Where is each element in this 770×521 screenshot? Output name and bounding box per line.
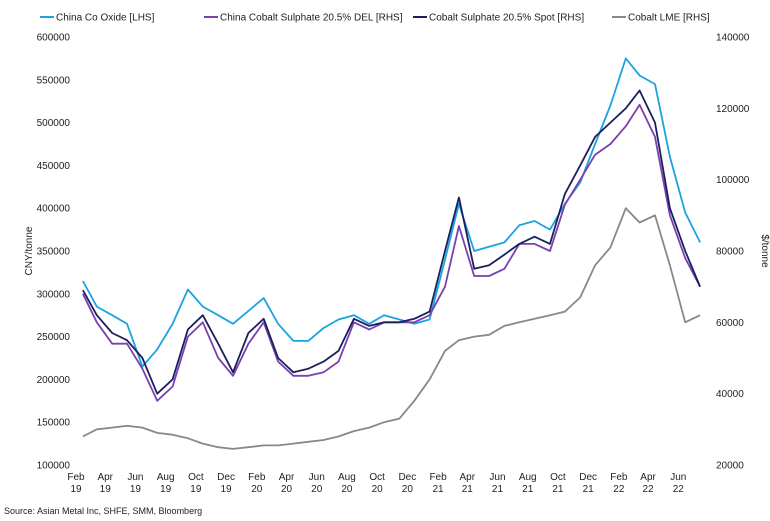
series-line-1 [82,103,701,402]
y-left-tick-label: 500000 [37,118,71,129]
x-tick-month: Apr [640,472,656,483]
x-tick-month: Oct [188,472,204,483]
x-tick-month: Feb [248,472,266,483]
y-right-tick-label: 100000 [716,175,750,186]
x-tick-month: Aug [157,472,175,483]
x-tick-month: Feb [610,472,628,483]
x-tick-year: 21 [583,484,595,495]
x-tick-year: 21 [462,484,474,495]
x-tick-year: 19 [130,484,142,495]
y-right-tick-label: 20000 [716,461,744,472]
legend-label-2: Cobalt Sulphate 20.5% Spot [RHS] [429,13,584,24]
source-note: Source: Asian Metal Inc, SHFE, SMM, Bloo… [4,506,203,516]
y-right-axis-title: $/tonne [759,234,770,268]
x-tick-year: 19 [70,484,82,495]
x-tick-year: 20 [281,484,293,495]
y-left-tick-label: 450000 [37,161,71,172]
x-tick-month: Dec [579,472,597,483]
y-left-tick-label: 300000 [37,289,71,300]
x-tick-year: 20 [311,484,323,495]
y-right-tick-label: 120000 [716,104,750,115]
x-tick-year: 22 [643,484,655,495]
y-left-tick-label: 550000 [37,75,71,86]
y-right-tick-label: 140000 [716,33,750,44]
x-tick-month: Oct [369,472,385,483]
y-left-tick-label: 200000 [37,375,71,386]
x-tick-month: Aug [338,472,356,483]
y-left-tick-label: 600000 [37,33,71,44]
x-tick-month: Oct [550,472,566,483]
y-left-tick-label: 150000 [37,418,71,429]
x-tick-year: 21 [492,484,504,495]
x-tick-month: Jun [309,472,325,483]
x-tick-year: 22 [613,484,625,495]
x-tick-month: Jun [670,472,686,483]
x-tick-year: 21 [552,484,564,495]
x-tick-month: Aug [519,472,537,483]
x-tick-month: Jun [127,472,143,483]
y-left-tick-label: 100000 [37,461,71,472]
x-tick-year: 19 [160,484,172,495]
legend-label-3: Cobalt LME [RHS] [628,13,710,24]
legend-label-1: China Cobalt Sulphate 20.5% DEL [RHS] [220,13,403,24]
x-tick-year: 19 [190,484,202,495]
x-tick-year: 20 [372,484,384,495]
series-line-0 [82,57,701,368]
y-left-tick-label: 350000 [37,247,71,258]
x-tick-year: 21 [433,484,445,495]
x-tick-month: Feb [67,472,85,483]
y-right-tick-label: 80000 [716,247,744,258]
y-left-tick-label: 250000 [37,332,71,343]
x-tick-year: 22 [673,484,685,495]
x-tick-month: Feb [429,472,447,483]
y-right-tick-label: 40000 [716,389,744,400]
legend: China Co Oxide [LHS] China Cobalt Sulphat… [40,13,710,24]
x-tick-month: Jun [489,472,505,483]
legend-label-0: China Co Oxide [LHS] [56,13,155,24]
x-tick-month: Apr [97,472,113,483]
y-left-axis-title: CNY/tonne [24,226,35,275]
x-tick-year: 21 [522,484,534,495]
x-tick-year: 19 [221,484,233,495]
x-tick-year: 20 [402,484,414,495]
x-tick-month: Dec [398,472,416,483]
axes: 100000 150000 200000 250000 300000 350000 4000… [24,33,770,496]
series-line-2 [82,89,701,395]
x-tick-year: 20 [341,484,353,495]
x-tick-month: Apr [460,472,476,483]
x-tick-month: Dec [217,472,235,483]
x-tick-year: 20 [251,484,263,495]
x-tick-month: Apr [279,472,295,483]
y-right-tick-label: 60000 [716,318,744,329]
series-group [82,57,701,450]
y-left-tick-label: 400000 [37,204,71,215]
x-tick-year: 19 [100,484,112,495]
series-line-3 [82,207,701,450]
